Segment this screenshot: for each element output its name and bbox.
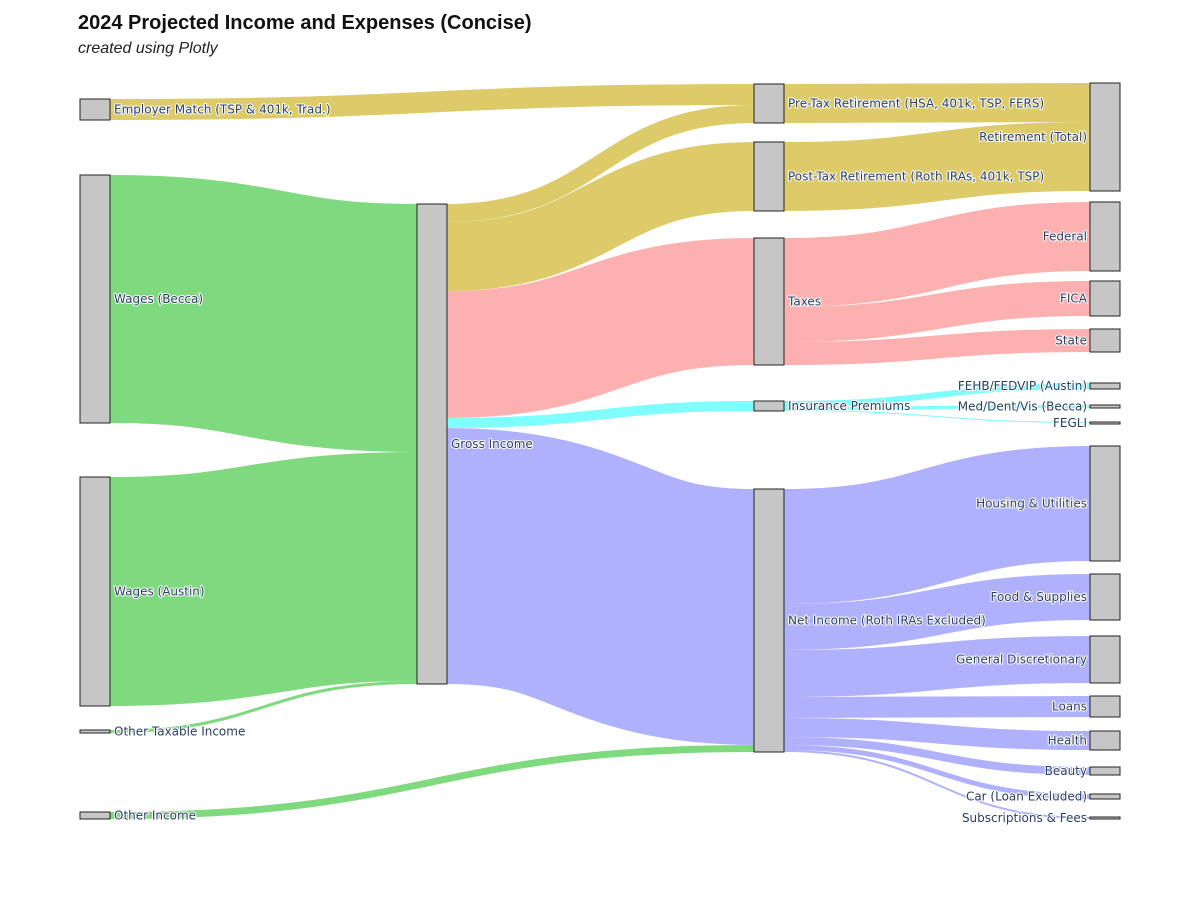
sankey-link-employer-to-pretax[interactable] (109, 84, 755, 120)
sankey-node-label-gross: Gross Income (451, 437, 533, 451)
sankey-node-label-other_income: Other Income (114, 809, 196, 823)
sankey-node-state[interactable] (1089, 328, 1121, 353)
sankey-link-net-to-beauty[interactable] (783, 737, 1091, 775)
sankey-node-insurance[interactable] (753, 400, 785, 412)
sankey-node-label-loans: Loans (1052, 700, 1087, 714)
sankey-link-insurance-to-fehb[interactable] (783, 383, 1091, 407)
sankey-link-gross-to-net[interactable] (444, 428, 757, 745)
sankey-node-label-fehb: FEHB/FEDVIP (Austin) (958, 379, 1087, 393)
sankey-node-retirement_total[interactable] (1089, 82, 1121, 192)
sankey-node-general[interactable] (1089, 635, 1121, 684)
sankey-link-wages_becca-to-gross[interactable] (109, 175, 418, 452)
sankey-link-net-to-car[interactable] (783, 745, 1091, 799)
sankey-link-insurance-to-fegli[interactable] (783, 410, 1091, 423)
sankey-link-net-to-general[interactable] (783, 636, 1091, 697)
sankey-node-employer[interactable] (79, 98, 111, 121)
sankey-node-meddent[interactable] (1089, 404, 1121, 409)
sankey-link-taxes-to-state[interactable] (783, 329, 1091, 365)
sankey-link-gross-to-taxes[interactable] (446, 238, 755, 418)
sankey-link-taxes-to-fica[interactable] (783, 281, 1091, 342)
sankey-link-posttax-to-retirement_total[interactable] (783, 122, 1091, 211)
sankey-link-gross-to-insurance[interactable] (446, 401, 755, 428)
sankey-link-taxes-to-federal[interactable] (783, 202, 1091, 307)
sankey-node-posttax[interactable] (753, 141, 785, 212)
sankey-link-net-to-health[interactable] (783, 718, 1091, 750)
sankey-node-label-state: State (1055, 334, 1087, 348)
sankey-link-other_taxable-to-gross[interactable] (109, 681, 418, 733)
sankey-node-label-employer: Employer Match (TSP & 401k, Trad.) (114, 103, 331, 117)
sankey-node-wages_becca[interactable] (79, 174, 111, 424)
sankey-node-taxes[interactable] (753, 237, 785, 366)
sankey-link-net-to-subs[interactable] (783, 750, 1091, 819)
sankey-node-pretax[interactable] (753, 83, 785, 124)
chart-subtitle: created using Plotly (78, 40, 218, 57)
sankey-node-fegli[interactable] (1089, 421, 1121, 425)
sankey-node-label-other_taxable: Other Taxable Income (114, 725, 245, 739)
sankey-links (109, 83, 1091, 819)
sankey-node-label-beauty: Beauty (1045, 764, 1087, 778)
sankey-node-label-federal: Federal (1043, 230, 1087, 244)
sankey-node-label-wages_austin: Wages (Austin) (114, 585, 205, 599)
sankey-node-label-taxes: Taxes (787, 295, 821, 309)
sankey-link-insurance-to-meddent[interactable] (783, 405, 1091, 410)
sankey-node-other_taxable[interactable] (79, 729, 111, 734)
sankey-node-label-housing: Housing & Utilities (976, 497, 1087, 511)
sankey-link-gross-to-posttax[interactable] (446, 142, 755, 291)
sankey-link-wages_austin-to-gross[interactable] (109, 452, 418, 706)
sankey-link-net-to-food[interactable] (783, 574, 1091, 650)
sankey-node-loans[interactable] (1089, 695, 1121, 718)
sankey-node-subs[interactable] (1089, 816, 1121, 820)
sankey-node-gross[interactable] (416, 203, 448, 685)
sankey-node-label-subs: Subscriptions & Fees (962, 811, 1087, 825)
sankey-node-label-posttax: Post-Tax Retirement (Roth IRAs, 401k, TS… (788, 170, 1044, 184)
sankey-node-label-wages_becca: Wages (Becca) (114, 292, 203, 306)
sankey-link-net-to-loans[interactable] (783, 696, 1091, 718)
sankey-node-health[interactable] (1089, 730, 1121, 751)
sankey-node-label-fica: FICA (1060, 292, 1088, 306)
sankey-link-net-to-housing[interactable] (783, 446, 1091, 604)
sankey-node-fehb[interactable] (1089, 382, 1121, 390)
sankey-node-label-car: Car (Loan Excluded) (966, 790, 1087, 804)
sankey-node-other_income[interactable] (79, 811, 111, 820)
sankey-link-gross-to-pretax[interactable] (446, 105, 755, 222)
sankey-link-other_income-to-net[interactable] (109, 745, 755, 819)
sankey-node-beauty[interactable] (1089, 766, 1121, 776)
sankey-node-car[interactable] (1089, 793, 1121, 800)
sankey-labels: Employer Match (TSP & 401k, Trad.) Wages … (113, 96, 1089, 827)
sankey-node-food[interactable] (1089, 573, 1121, 621)
sankey-node-federal[interactable] (1089, 201, 1121, 272)
sankey-node-fica[interactable] (1089, 280, 1121, 317)
sankey-node-housing[interactable] (1089, 445, 1121, 562)
sankey-node-net[interactable] (753, 488, 785, 753)
sankey-node-label-net: Net Income (Roth IRAs Excluded) (788, 614, 986, 628)
sankey-node-label-fegli: FEGLI (1053, 416, 1087, 430)
sankey-node-label-pretax: Pre-Tax Retirement (HSA, 401k, TSP, FERS… (788, 97, 1044, 111)
sankey-node-label-health: Health (1048, 734, 1087, 748)
sankey-nodes (79, 82, 1121, 820)
sankey-node-label-food: Food & Supplies (990, 590, 1087, 604)
chart-title: 2024 Projected Income and Expenses (Conc… (78, 12, 532, 34)
sankey-node-label-general: General Discretionary (956, 653, 1087, 667)
sankey-node-label-retirement_total: Retirement (Total) (979, 130, 1087, 144)
sankey-node-wages_austin[interactable] (79, 476, 111, 707)
sankey-node-label-meddent: Med/Dent/Vis (Becca) (958, 400, 1087, 414)
sankey-link-pretax-to-retirement_total[interactable] (783, 83, 1091, 123)
sankey-node-label-insurance: Insurance Premiums (788, 399, 910, 413)
